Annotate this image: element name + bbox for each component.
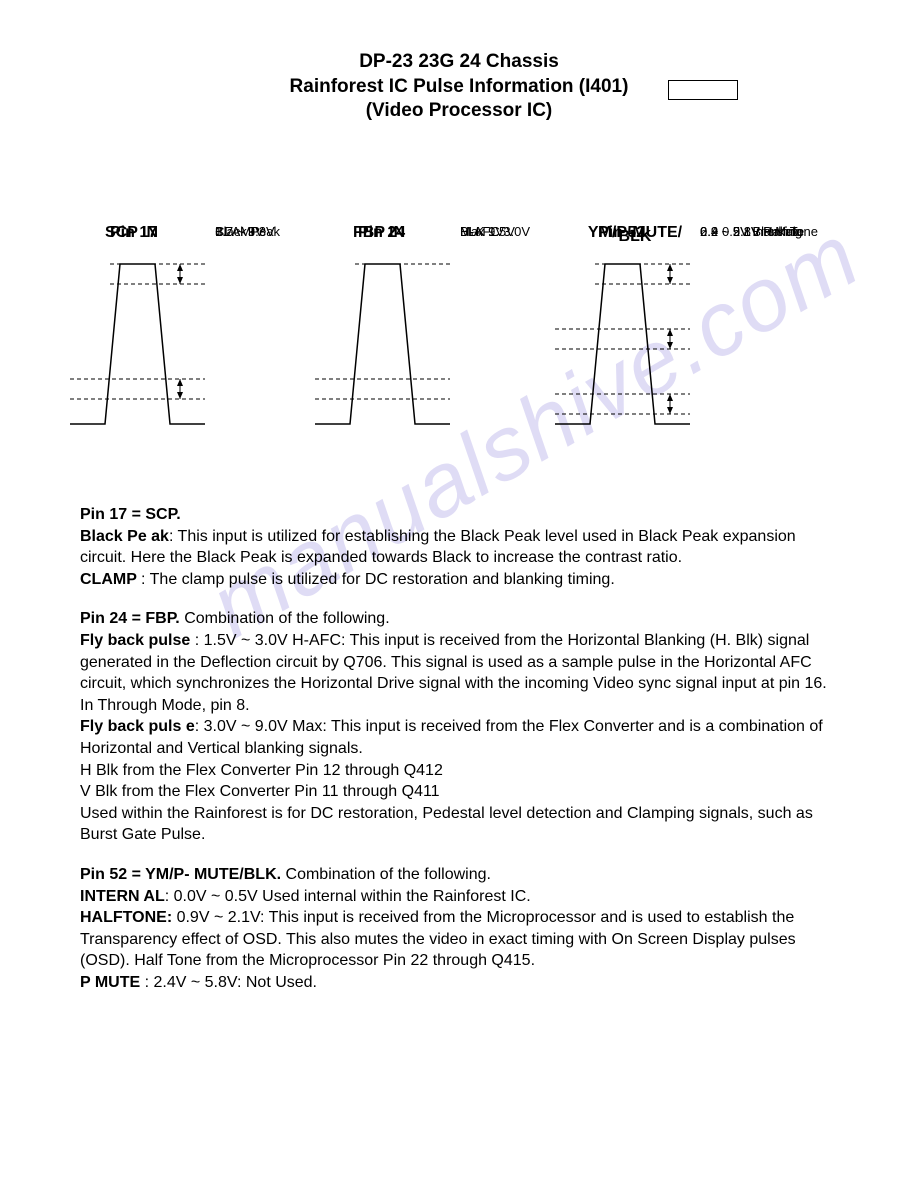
pin24-label: Combination of the following. [180, 610, 390, 627]
halftone-term: HALFTONE: [80, 909, 172, 926]
para-pin52: Pin 52 = YM/P- MUTE/BLK. Combination of … [80, 864, 838, 994]
pin17-header: Pin 17 = SCP. [80, 506, 181, 523]
blackpeak-text: : This input is utilized for establishin… [80, 528, 796, 567]
pmute-term: P MUTE [80, 974, 145, 991]
para-pin17: Pin 17 = SCP. Black Pe ak: This input is… [80, 504, 838, 590]
internal-text: : 0.0V ~ 0.5V Used internal within the R… [165, 888, 531, 905]
pmute-text: : 2.4V ~ 5.8V: Not Used. [145, 974, 317, 991]
pulse-diagrams: SCP IN 3.7 ~ 9V CLAMP 1.7 ~ 3.3V Black P… [80, 224, 838, 484]
diagrams-svg [50, 224, 810, 484]
d2-label3: BLK 1.5V [460, 224, 515, 239]
pulse-3-svg [555, 264, 690, 424]
vblk-text: V Blk from the Flex Converter Pin 11 thr… [80, 783, 440, 800]
d2-pin: Pin 24 [358, 224, 405, 242]
pin52-label: Combination of the following. [281, 866, 491, 883]
d3-label4: 0 ~ 0.5V Internal [700, 224, 796, 239]
title-line-1: DP-23 23G 24 Chassis [80, 50, 838, 75]
hblk-text: H Blk from the Flex Converter Pin 12 thr… [80, 762, 443, 779]
pin24-term: Pin 24 = FBP. [80, 610, 180, 627]
clamp-text: : The clamp pulse is utilized for DC res… [141, 571, 615, 588]
fbp1-term: Fly back pulse [80, 632, 195, 649]
blackpeak-term: Black Pe ak [80, 528, 169, 545]
fbp2-term: Fly back puls e [80, 718, 195, 735]
pin52-term: Pin 52 = YM/P- MUTE/BLK. [80, 866, 281, 883]
pulse-2-svg [315, 264, 450, 424]
header-box [668, 80, 738, 100]
d3-pin: Pin 52 [598, 224, 645, 242]
clamp-term: CLAMP [80, 571, 141, 588]
body-text: Pin 17 = SCP. Black Pe ak: This input is… [80, 504, 838, 993]
d1-label4: Black Peak [215, 224, 280, 239]
used-text: Used within the Rainforest is for DC res… [80, 805, 813, 844]
para-pin24: Pin 24 = FBP. Combination of the followi… [80, 608, 838, 846]
pulse-1-svg [70, 264, 205, 424]
title-line-3: (Video Processor IC) [80, 99, 838, 124]
d1-pin: Pin 17 [110, 224, 157, 242]
halftone-text: 0.9V ~ 2.1V: This input is received from… [80, 909, 796, 969]
internal-term: INTERN AL [80, 888, 165, 905]
